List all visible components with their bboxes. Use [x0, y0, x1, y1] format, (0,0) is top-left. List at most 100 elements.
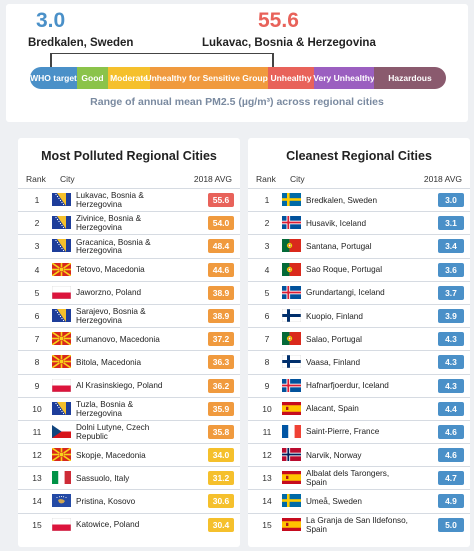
- city-cell: Tetovo, Macedonia: [76, 265, 145, 275]
- avg-value-badge: 4.6: [438, 448, 464, 463]
- macedonia-flag-icon: [52, 262, 71, 276]
- table-row: 11 Dolni Lutyne, Czech Republic 35.8: [18, 419, 240, 443]
- header-city: City: [60, 174, 75, 184]
- rank-cell: 13: [32, 473, 42, 484]
- table-row: 15 Katowice, Poland 30.4: [18, 512, 240, 536]
- header-avg: 2018 AVG: [423, 174, 462, 184]
- table-row: 1 Bredkalen, Sweden 3.0: [248, 188, 470, 211]
- avg-value-badge: 4.3: [438, 355, 464, 370]
- table-row: 4 Tetovo, Macedonia 44.6: [18, 257, 240, 281]
- avg-value-badge: 4.7: [438, 471, 464, 486]
- city-cell: Kuopio, Finland: [306, 311, 363, 321]
- table-row: 7 Salao, Portugal 4.3: [248, 327, 470, 350]
- city-cell: Narvik, Norway: [306, 450, 362, 460]
- iceland-flag-icon: [282, 216, 301, 230]
- table-row: 14 Pristina, Kosovo 30.6: [18, 489, 240, 512]
- avg-value-badge: 4.9: [438, 494, 464, 509]
- table-title: Most Polluted Regional Cities: [41, 149, 217, 163]
- table-header: Rank City 2018 AVG: [18, 174, 240, 188]
- rank-cell: 14: [262, 496, 272, 507]
- scale-segment: Unhealthy for Sensitive Groups: [145, 67, 273, 89]
- rank-cell: 3: [34, 241, 40, 252]
- header-avg: 2018 AVG: [193, 174, 232, 184]
- rank-cell: 2: [34, 218, 40, 229]
- spain-flag-icon: [282, 517, 301, 531]
- bracket-right-tick: [272, 53, 274, 67]
- max-value: 55.6: [258, 9, 299, 32]
- city-cell: Grundartangi, Iceland: [306, 288, 385, 298]
- avg-value-badge: 55.6: [208, 193, 234, 207]
- table-row: 9 Hafnarfjoerdur, Iceland 4.3: [248, 373, 470, 397]
- table-row: 2 Zivinice, Bosnia & Herzegovina 54.0: [18, 211, 240, 234]
- table-row: 9 Al Krasinskiego, Poland 36.2: [18, 373, 240, 397]
- table-row: 12 Narvik, Norway 4.6: [248, 443, 470, 466]
- rank-cell: 13: [262, 473, 272, 484]
- avg-value-badge: 30.4: [208, 517, 234, 532]
- rank-cell: 15: [32, 519, 42, 530]
- rank-cell: 9: [34, 380, 40, 391]
- max-city: Lukavac, Bosnia & Herzegovina: [202, 37, 376, 49]
- avg-value-badge: 35.9: [208, 401, 234, 416]
- city-cell: Al Krasinskiego, Poland: [76, 381, 163, 391]
- table-row: 13 Sassuolo, Italy 31.2: [18, 466, 240, 489]
- rank-cell: 11: [262, 426, 272, 437]
- city-cell: Santana, Portugal: [306, 241, 372, 251]
- spain-flag-icon: [282, 401, 301, 415]
- spain-flag-icon: [282, 471, 301, 485]
- macedonia-flag-icon: [52, 448, 71, 462]
- rank-cell: 12: [262, 450, 272, 461]
- table-row: 8 Bitola, Macedonia 36.3: [18, 350, 240, 373]
- czech-flag-icon: [52, 424, 71, 438]
- table-row: 14 Umeå, Sweden 4.9: [248, 489, 470, 512]
- avg-value-badge: 4.3: [438, 332, 464, 347]
- table-header: Rank City 2018 AVG: [248, 174, 470, 188]
- rank-cell: 5: [264, 287, 270, 298]
- table-row: 5 Jaworzno, Poland 38.9: [18, 280, 240, 304]
- bosnia-flag-icon: [52, 193, 71, 206]
- table-rows: 1 Lukavac, Bosnia & Herzegovina 55.6 2 Zivin…: [18, 188, 240, 536]
- city-cell: Sarajevo, Bosnia & Herzegovina: [76, 307, 146, 325]
- table-row: 12 Skopje, Macedonia 34.0: [18, 443, 240, 466]
- avg-value-badge: 31.2: [208, 471, 234, 486]
- city-cell: Katowice, Poland: [76, 520, 140, 530]
- avg-value-badge: 3.9: [438, 308, 464, 323]
- bosnia-flag-icon: [52, 216, 71, 230]
- rank-cell: 4: [34, 264, 40, 275]
- scale-segment: WHO target: [30, 67, 77, 89]
- bosnia-flag-icon: [52, 239, 71, 253]
- rank-cell: 9: [264, 380, 270, 391]
- portugal-flag-icon: [282, 239, 301, 253]
- rank-cell: 8: [264, 357, 270, 368]
- rank-cell: 6: [264, 310, 270, 321]
- table-row: 10 Alacant, Spain 4.4: [248, 396, 470, 420]
- avg-value-badge: 4.3: [438, 378, 464, 393]
- rank-cell: 5: [34, 287, 40, 298]
- iceland-flag-icon: [282, 285, 301, 299]
- bosnia-flag-icon: [52, 308, 71, 322]
- scale-segment: Hazardous: [374, 67, 446, 89]
- rank-cell: 6: [34, 310, 40, 321]
- table-row: 8 Vaasa, Finland 4.3: [248, 350, 470, 373]
- table-row: 3 Santana, Portugal 3.4: [248, 234, 470, 257]
- table-row: 6 Sarajevo, Bosnia & Herzegovina 38.9: [18, 303, 240, 327]
- city-cell: Pristina, Kosovo: [76, 497, 136, 507]
- avg-value-badge: 54.0: [208, 216, 234, 231]
- avg-value-badge: 4.6: [438, 424, 464, 439]
- table-row: 15 La Granja de San Ildefonso, Spain 5.0: [248, 512, 470, 536]
- avg-value-badge: 36.2: [208, 378, 234, 393]
- avg-value-badge: 3.4: [438, 239, 464, 254]
- city-cell: Saint-Pierre, France: [306, 427, 380, 437]
- city-cell: Kumanovo, Macedonia: [76, 334, 160, 344]
- sweden-flag-icon: [282, 494, 301, 508]
- avg-value-badge: 3.0: [438, 193, 464, 207]
- scale-segment: Very Unhealthy: [313, 67, 375, 89]
- table-row: 4 Sao Roque, Portugal 3.6: [248, 257, 470, 281]
- city-cell: Umeå, Sweden: [306, 497, 362, 507]
- header-city: City: [290, 174, 305, 184]
- city-cell: Zivinice, Bosnia & Herzegovina: [76, 214, 142, 233]
- table-row: 5 Grundartangi, Iceland 3.7: [248, 280, 470, 304]
- city-cell: Lukavac, Bosnia & Herzegovina: [76, 191, 144, 209]
- finland-flag-icon: [282, 308, 301, 322]
- city-cell: Salao, Portugal: [306, 334, 362, 344]
- avg-value-badge: 3.6: [438, 262, 464, 277]
